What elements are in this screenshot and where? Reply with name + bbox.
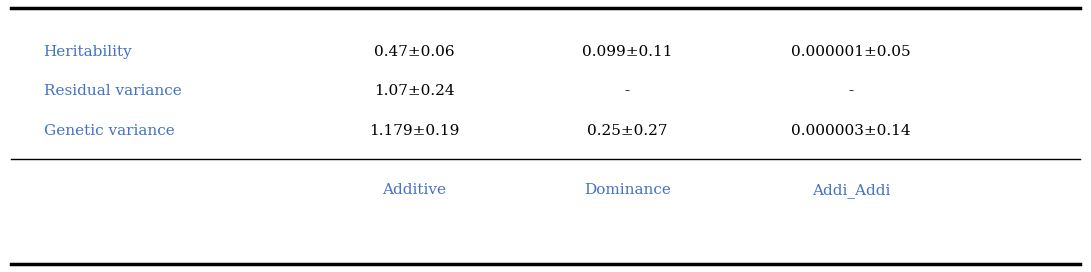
Text: 1.07±0.24: 1.07±0.24 xyxy=(374,84,455,98)
Text: 0.000003±0.14: 0.000003±0.14 xyxy=(791,123,911,138)
Text: 0.099±0.11: 0.099±0.11 xyxy=(583,45,672,59)
Text: Additive: Additive xyxy=(383,183,446,197)
Text: 0.47±0.06: 0.47±0.06 xyxy=(374,45,455,59)
Text: Addi_Addi: Addi_Addi xyxy=(812,183,890,198)
Text: 0.25±0.27: 0.25±0.27 xyxy=(587,123,668,138)
Text: Residual variance: Residual variance xyxy=(44,84,181,98)
Text: Dominance: Dominance xyxy=(584,183,671,197)
Text: Genetic variance: Genetic variance xyxy=(44,123,175,138)
Text: 1.179±0.19: 1.179±0.19 xyxy=(370,123,459,138)
Text: -: - xyxy=(849,84,853,98)
Text: -: - xyxy=(625,84,630,98)
Text: Heritability: Heritability xyxy=(44,45,132,59)
Text: 0.000001±0.05: 0.000001±0.05 xyxy=(791,45,911,59)
